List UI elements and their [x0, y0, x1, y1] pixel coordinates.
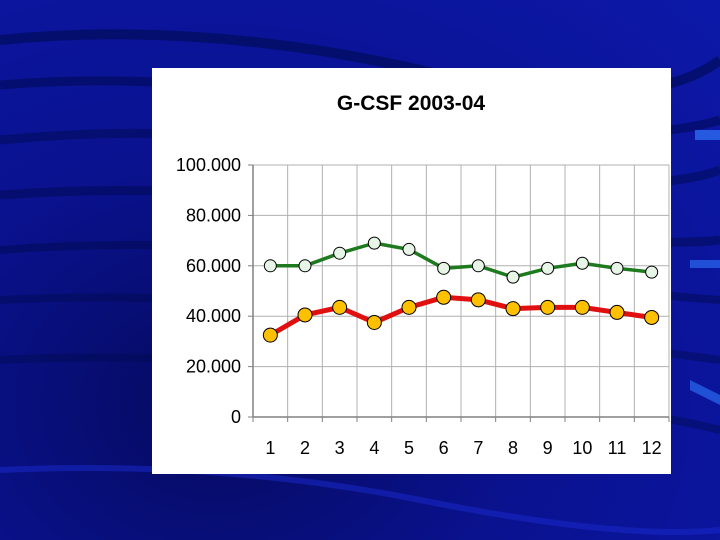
x-tick-label-2: 2 — [300, 438, 310, 458]
series-layer — [262, 236, 660, 343]
chart-title: G-CSF 2003-04 — [337, 92, 486, 115]
x-tick-label-1: 1 — [265, 438, 275, 458]
series-2-point-7 — [470, 292, 486, 308]
series-1-point-1 — [263, 259, 277, 273]
y-tick-label-4: 80.000 — [186, 205, 241, 225]
series-1-point-9 — [541, 261, 555, 275]
x-tick-label-6: 6 — [439, 438, 449, 458]
series-2-point-8 — [505, 301, 521, 317]
series-1-point-2 — [298, 259, 312, 273]
series-2-point-5 — [401, 299, 417, 315]
x-tick-label-7: 7 — [473, 438, 483, 458]
x-tick-label-12: 12 — [642, 438, 662, 458]
series-1-point-5 — [402, 242, 416, 256]
series-2-point-10 — [574, 299, 590, 315]
axes — [248, 164, 670, 422]
x-tick-label-9: 9 — [543, 438, 553, 458]
y-tick-label-1: 20.000 — [186, 357, 241, 377]
x-tick-label-4: 4 — [369, 438, 379, 458]
x-tick-label-3: 3 — [335, 438, 345, 458]
y-tick-label-0: 0 — [231, 407, 241, 427]
series-2-point-1 — [262, 327, 278, 343]
line-chart: G-CSF 2003-04 0 20.000 40.000 60.000 80.000 1… — [176, 92, 670, 458]
y-tick-label-5: 100.000 — [176, 155, 241, 175]
y-tick-label-2: 40.000 — [186, 306, 241, 326]
series-2-point-2 — [297, 307, 313, 323]
series-1-point-3 — [333, 246, 347, 260]
chart-panel: G-CSF 2003-04 0 20.000 40.000 60.000 80.000 1… — [152, 68, 671, 474]
series-1-point-11 — [610, 261, 624, 275]
series-1-point-8 — [506, 270, 520, 284]
series-2-point-6 — [436, 289, 452, 305]
x-axis-ticks: 1 2 3 4 5 6 7 8 9 10 11 12 — [265, 438, 661, 458]
x-tick-label-11: 11 — [608, 438, 627, 458]
series-2-point-3 — [332, 299, 348, 315]
x-tick-label-8: 8 — [508, 438, 518, 458]
series-1-point-10 — [575, 256, 589, 270]
series-2-point-11 — [609, 304, 625, 320]
y-tick-label-3: 60.000 — [186, 256, 241, 276]
grid — [253, 164, 670, 418]
series-1 — [263, 236, 659, 284]
x-tick-label-10: 10 — [572, 438, 592, 458]
series-1-point-7 — [471, 259, 485, 273]
series-1-point-4 — [367, 236, 381, 250]
series-2 — [262, 289, 660, 343]
series-1-point-12 — [645, 265, 659, 279]
series-2-point-12 — [644, 309, 660, 325]
series-2-point-4 — [366, 315, 382, 330]
series-2-point-9 — [540, 299, 556, 315]
y-axis-ticks: 0 20.000 40.000 60.000 80.000 100.000 — [176, 155, 241, 427]
series-1-point-6 — [437, 261, 451, 275]
x-tick-label-5: 5 — [404, 438, 414, 458]
